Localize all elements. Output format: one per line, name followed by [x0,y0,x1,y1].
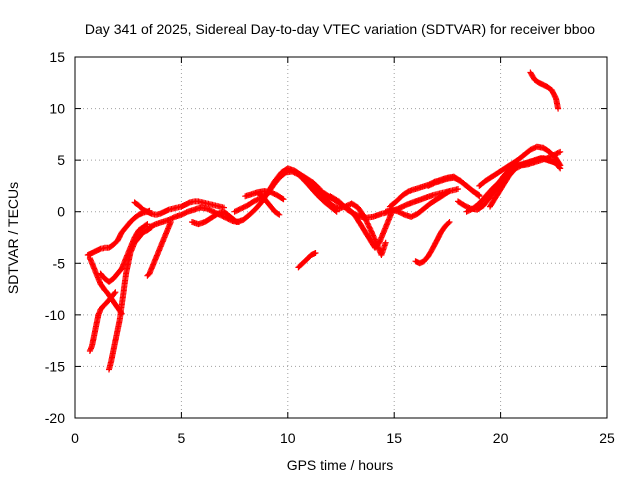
y-tick-label: -5 [53,255,66,271]
data-series [189,165,323,228]
chart-title: Day 341 of 2025, Sidereal Day-to-day VTE… [85,21,595,37]
data-series [131,198,227,218]
data-point-marker [455,186,461,192]
data-series [386,173,483,210]
plot-frame [74,56,608,419]
x-tick-label: 20 [493,430,509,446]
data-series [144,219,174,279]
data-point-marker [279,195,286,202]
data-point-marker [446,188,453,195]
data-point-marker [446,219,453,225]
data-series [242,188,287,203]
data-point-marker [275,211,282,217]
data-point-marker [143,221,150,228]
y-tick-label: 0 [57,204,65,220]
data-series [527,69,562,112]
y-axis-label: SDTVAR / TECUs [5,182,21,294]
data-point-marker [556,161,563,168]
data-point-marker [555,105,562,112]
data-point-marker [445,220,452,227]
y-tick-labels: -20 -15 -10 -5 0 5 10 15 [45,49,65,426]
data-point-marker [312,250,319,256]
x-axis-label: GPS time / hours [287,457,394,473]
data-point-marker [557,148,564,155]
y-tick-label: 15 [49,49,65,65]
y-tick-label: 5 [57,152,65,168]
data-point-marker [382,239,389,246]
data-point-marker [475,192,482,199]
data-points [84,69,564,373]
data-series [487,148,564,210]
data-series [425,174,483,200]
data-point-marker [144,221,151,228]
data-point-marker [476,193,483,200]
x-tick-label: 0 [71,430,79,446]
y-tick-label: 10 [49,101,65,117]
x-tick-labels: 0 5 10 15 20 25 [71,430,615,446]
x-tick-label: 5 [178,430,186,446]
data-point-marker [276,211,283,218]
data-series [295,250,319,271]
data-point-marker [280,196,287,203]
data-point-marker [112,289,119,296]
data-point-marker [445,188,452,195]
y-tick-label: -10 [45,307,65,323]
data-series [382,188,453,220]
y-tick-label: -15 [45,358,65,374]
data-series [97,221,151,285]
grid [74,56,608,419]
data-series [255,190,283,218]
data-series [412,219,453,267]
x-tick-label: 15 [386,430,402,446]
x-tick-label: 25 [599,430,615,446]
y-tick-label: -20 [45,410,65,426]
data-series [146,204,242,231]
data-point-marker [111,290,118,297]
data-point-marker [557,162,564,169]
data-series [231,168,340,215]
data-series [86,289,119,354]
x-tick-label: 10 [280,430,296,446]
data-series [310,182,389,258]
data-point-marker [366,224,373,231]
